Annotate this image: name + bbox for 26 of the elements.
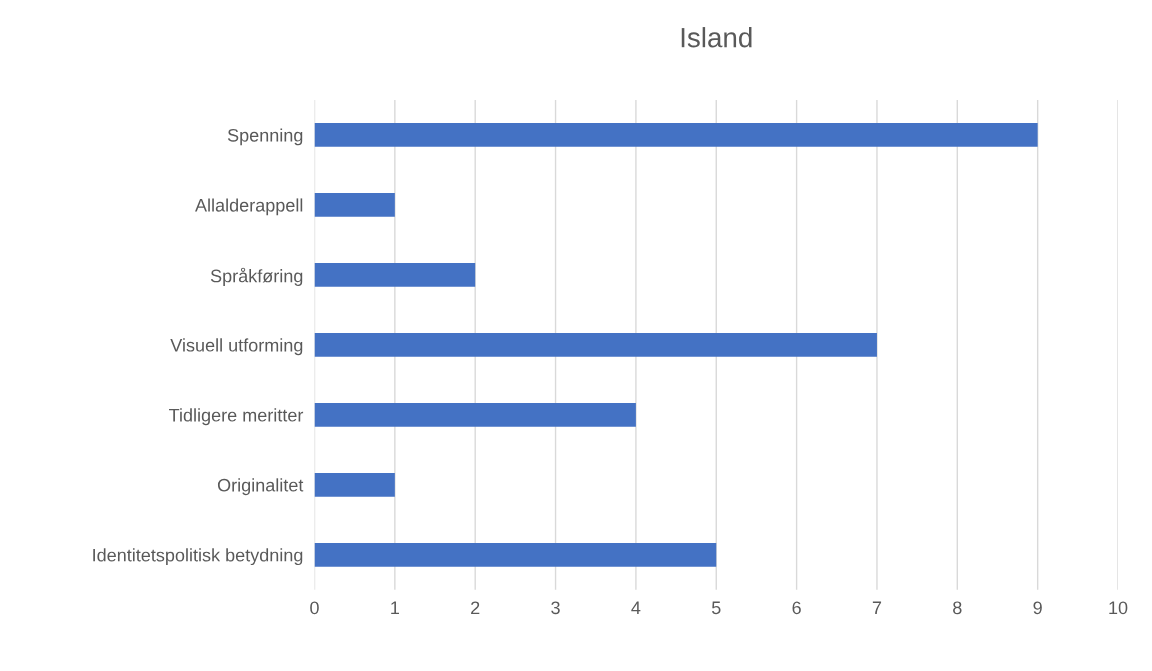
y-tick-label: Identitetspolitisk betydning: [93, 548, 303, 566]
bar: [314, 542, 717, 567]
x-tick-label: 9: [1033, 601, 1042, 615]
bar: [314, 193, 395, 217]
x-tick-label: 2: [471, 601, 480, 614]
bar: [314, 333, 877, 357]
x-tick-label: 1: [391, 601, 399, 614]
x-tick-label: 3: [551, 601, 560, 615]
bar: [314, 472, 395, 497]
x-tick-label: 10: [1109, 601, 1128, 615]
y-tick-label: Språkføring: [210, 267, 303, 286]
bar: [314, 123, 1038, 147]
y-tick-label: Spenning: [227, 128, 303, 146]
y-tick-label: Allalderappell: [195, 198, 303, 216]
chart-title: Island: [681, 27, 752, 48]
bar: [314, 263, 476, 287]
x-tick-label: 8: [953, 601, 962, 615]
bar: [314, 402, 636, 427]
y-tick-label: Originalitet: [217, 478, 304, 496]
x-tick-label: 6: [792, 601, 801, 615]
x-tick-label: 0: [310, 601, 319, 615]
y-tick-label: Tidligere meritter: [169, 408, 304, 426]
x-tick-label: 5: [711, 601, 721, 615]
x-tick-label: 7: [872, 601, 882, 614]
x-tick-label: 4: [631, 601, 641, 614]
y-tick-label: Visuell utforming: [170, 338, 303, 356]
